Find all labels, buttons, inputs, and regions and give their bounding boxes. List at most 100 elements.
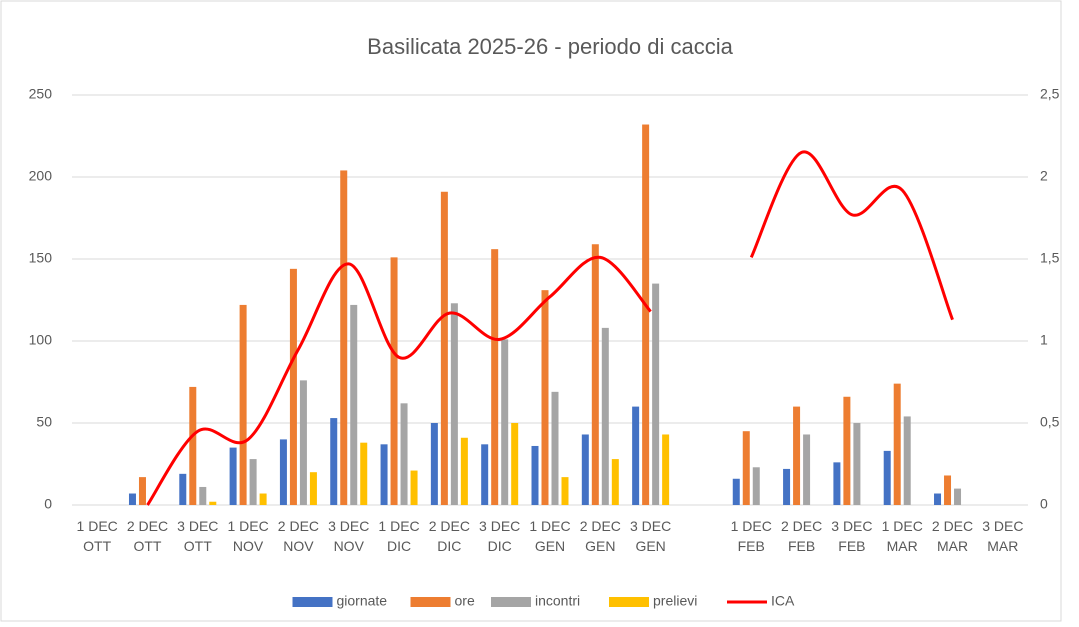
bar: [662, 434, 670, 505]
y2-tick-label: 2: [1040, 168, 1048, 184]
x-tick-label: 2 DEC FEB: [780, 518, 823, 554]
bar: [903, 416, 911, 505]
bar: [450, 303, 458, 505]
y-tick-label: 150: [29, 250, 53, 266]
chart-title: Basilicata 2025-26 - periodo di caccia: [367, 34, 733, 59]
bar: [299, 380, 307, 505]
bar: [642, 124, 650, 506]
legend-label: incontri: [535, 593, 580, 609]
bar: [289, 268, 297, 505]
x-tick-label: 3 DEC DIC: [479, 518, 521, 554]
legend-swatch: [292, 597, 333, 607]
legend-swatch: [491, 597, 531, 607]
bar: [893, 383, 901, 505]
x-tick-label: 3 DEC MAR: [982, 518, 1024, 554]
bar: [833, 462, 841, 505]
bar: [199, 486, 207, 505]
bar: [440, 191, 448, 505]
bar: [934, 493, 942, 505]
bar: [360, 442, 368, 505]
y-tick-label: 50: [36, 414, 52, 430]
bar: [652, 283, 660, 505]
bar: [803, 434, 811, 505]
chart-border: [0, 0, 1062, 622]
bar: [511, 423, 519, 505]
x-tick-label: 3 DEC FEB: [831, 518, 873, 554]
y2-tick-label: 0: [1040, 496, 1048, 512]
legend-label: giornate: [337, 593, 388, 609]
x-tick-label: 2 DEC OTT: [126, 518, 169, 554]
x-tick-label: 2 DEC NOV: [277, 518, 320, 554]
bar: [209, 501, 217, 505]
bar: [611, 459, 619, 505]
bar: [843, 396, 851, 505]
bar: [541, 290, 549, 505]
x-tick-label: 2 DEC MAR: [931, 518, 974, 554]
bar: [128, 493, 136, 505]
bar: [279, 439, 287, 505]
bar: [883, 450, 891, 505]
bar: [491, 249, 499, 505]
legend-label: prelievi: [653, 593, 697, 609]
bar: [601, 327, 609, 505]
bar: [501, 339, 509, 505]
bar: [531, 445, 539, 505]
bar: [783, 468, 791, 505]
bar: [430, 423, 438, 505]
bar: [330, 418, 338, 505]
y2-tick-label: 1,5: [1040, 250, 1060, 266]
bar: [632, 406, 640, 505]
bar: [793, 406, 801, 505]
bar: [390, 257, 398, 505]
bar: [481, 444, 489, 505]
bar: [259, 493, 267, 505]
legend-swatch: [410, 597, 451, 607]
y-tick-label: 100: [29, 332, 53, 348]
bar: [752, 467, 760, 505]
x-tick-label: 1 DEC OTT: [76, 518, 118, 554]
x-tick-label: 1 DEC GEN: [529, 518, 571, 554]
bar: [380, 444, 388, 505]
legend-label: ore: [455, 593, 475, 609]
bar: [138, 477, 146, 505]
x-tick-label: 1 DEC MAR: [881, 518, 923, 554]
x-tick-label: 2 DEC GEN: [579, 518, 621, 554]
bar: [591, 244, 599, 506]
y-tick-label: 0: [44, 496, 52, 512]
bar: [561, 477, 569, 505]
bar: [239, 304, 247, 505]
y-tick-label: 250: [29, 86, 53, 102]
bar: [944, 475, 952, 505]
x-tick-label: 1 DEC FEB: [730, 518, 772, 554]
bar: [189, 386, 197, 505]
bar: [853, 423, 861, 505]
bar: [340, 170, 348, 505]
y-tick-label: 200: [29, 168, 53, 184]
legend-label: ICA: [771, 593, 795, 609]
bar: [742, 431, 750, 505]
y2-tick-label: 2,5: [1040, 86, 1060, 102]
bar: [954, 488, 962, 505]
y2-tick-label: 0,5: [1040, 414, 1060, 430]
bar: [581, 434, 589, 505]
bar: [400, 403, 408, 505]
bar: [249, 459, 257, 505]
x-tick-label: 3 DEC NOV: [328, 518, 370, 554]
x-tick-label: 1 DEC NOV: [227, 518, 269, 554]
bar: [179, 473, 187, 505]
bar: [410, 470, 418, 505]
legend-swatch: [609, 597, 649, 607]
x-tick-label: 1 DEC DIC: [378, 518, 420, 554]
bar: [460, 437, 468, 505]
bar: [229, 447, 237, 505]
x-tick-label: 3 DEC GEN: [630, 518, 672, 554]
line: [146, 150, 954, 506]
bar: [551, 391, 559, 505]
x-tick-label: 3 DEC OTT: [177, 518, 219, 554]
bar: [732, 478, 740, 505]
bar: [309, 472, 317, 505]
x-tick-label: 2 DEC DIC: [428, 518, 470, 554]
bar: [350, 304, 358, 505]
